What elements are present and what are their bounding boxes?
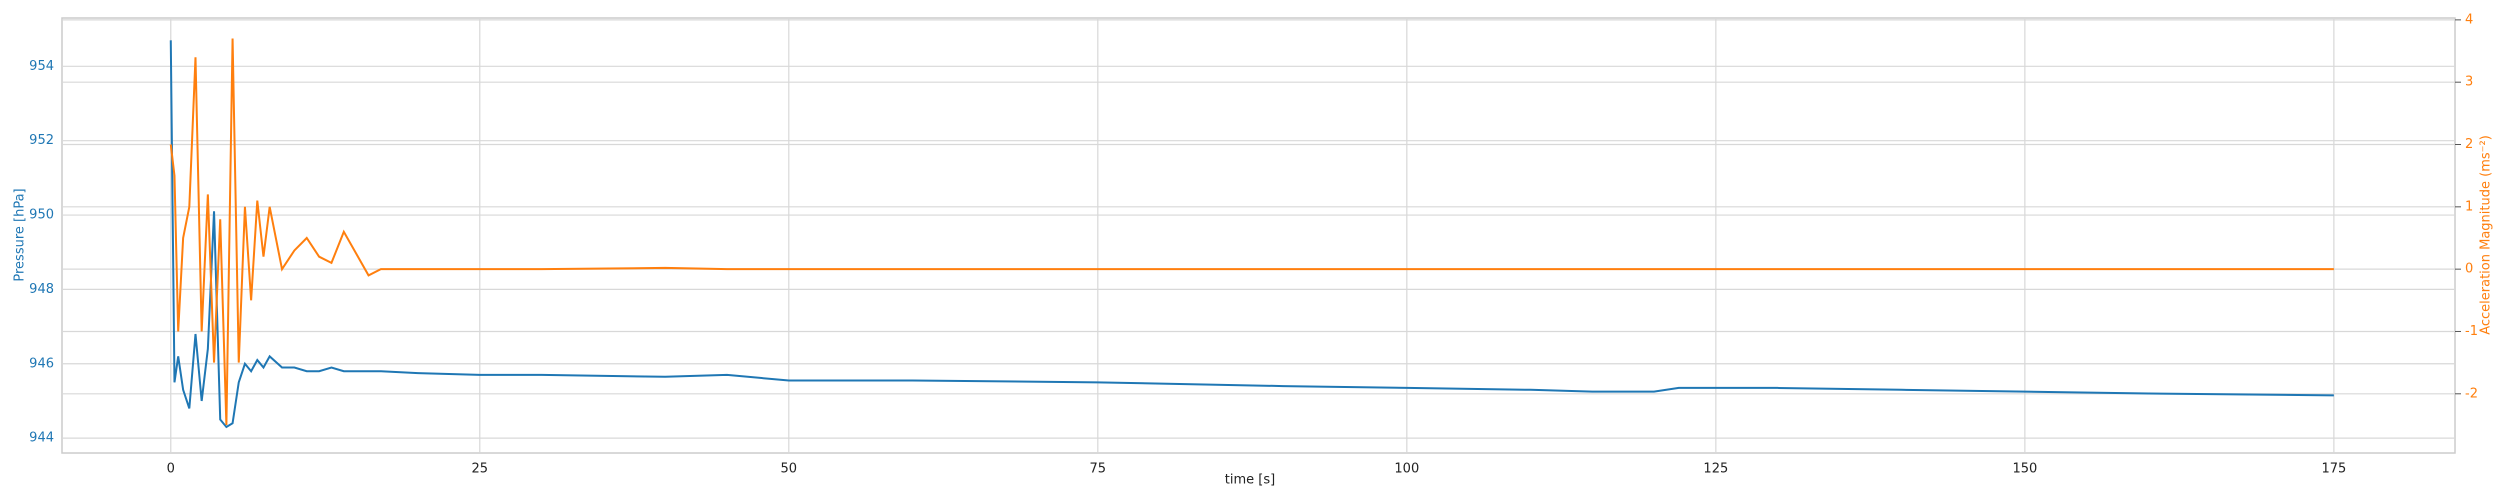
x-tick-label: 125 [1703,462,1728,477]
y-tick-label: 952 [29,133,54,148]
plot-frame [61,17,2456,454]
y2-tick-label: 4 [2465,12,2473,27]
y-tick-label: 954 [29,59,54,74]
y-tick-label: 946 [29,356,54,371]
y-axis-label: Pressure [hPa] [13,188,28,281]
y2-tick-label: 2 [2465,137,2473,152]
x-tick-label: 175 [2321,462,2346,477]
y2-axis-label: Acceleration Magnitude (ms⁻²) [2479,135,2494,335]
y2-tick-label: -2 [2465,386,2478,401]
y-tick-label: 950 [29,208,54,223]
x-tick-label: 150 [2012,462,2037,477]
x-axis-label: time [s] [1225,473,1275,488]
x-tick-label: 100 [1394,462,1419,477]
y2-tick-label: 3 [2465,75,2473,90]
x-tick-label: 0 [167,462,175,477]
x-tick-label: 25 [472,462,489,477]
x-tick-label: 75 [1090,462,1107,477]
y2-tick-label: 1 [2465,199,2473,214]
data-line [169,40,2334,429]
x-tick-label: 50 [781,462,798,477]
y-tick-label: 948 [29,282,54,297]
y2-tick-label: -1 [2465,324,2478,339]
y2-tick-label: 0 [2465,262,2473,277]
y-tick-label: 944 [29,431,54,446]
data-line [169,38,2334,425]
